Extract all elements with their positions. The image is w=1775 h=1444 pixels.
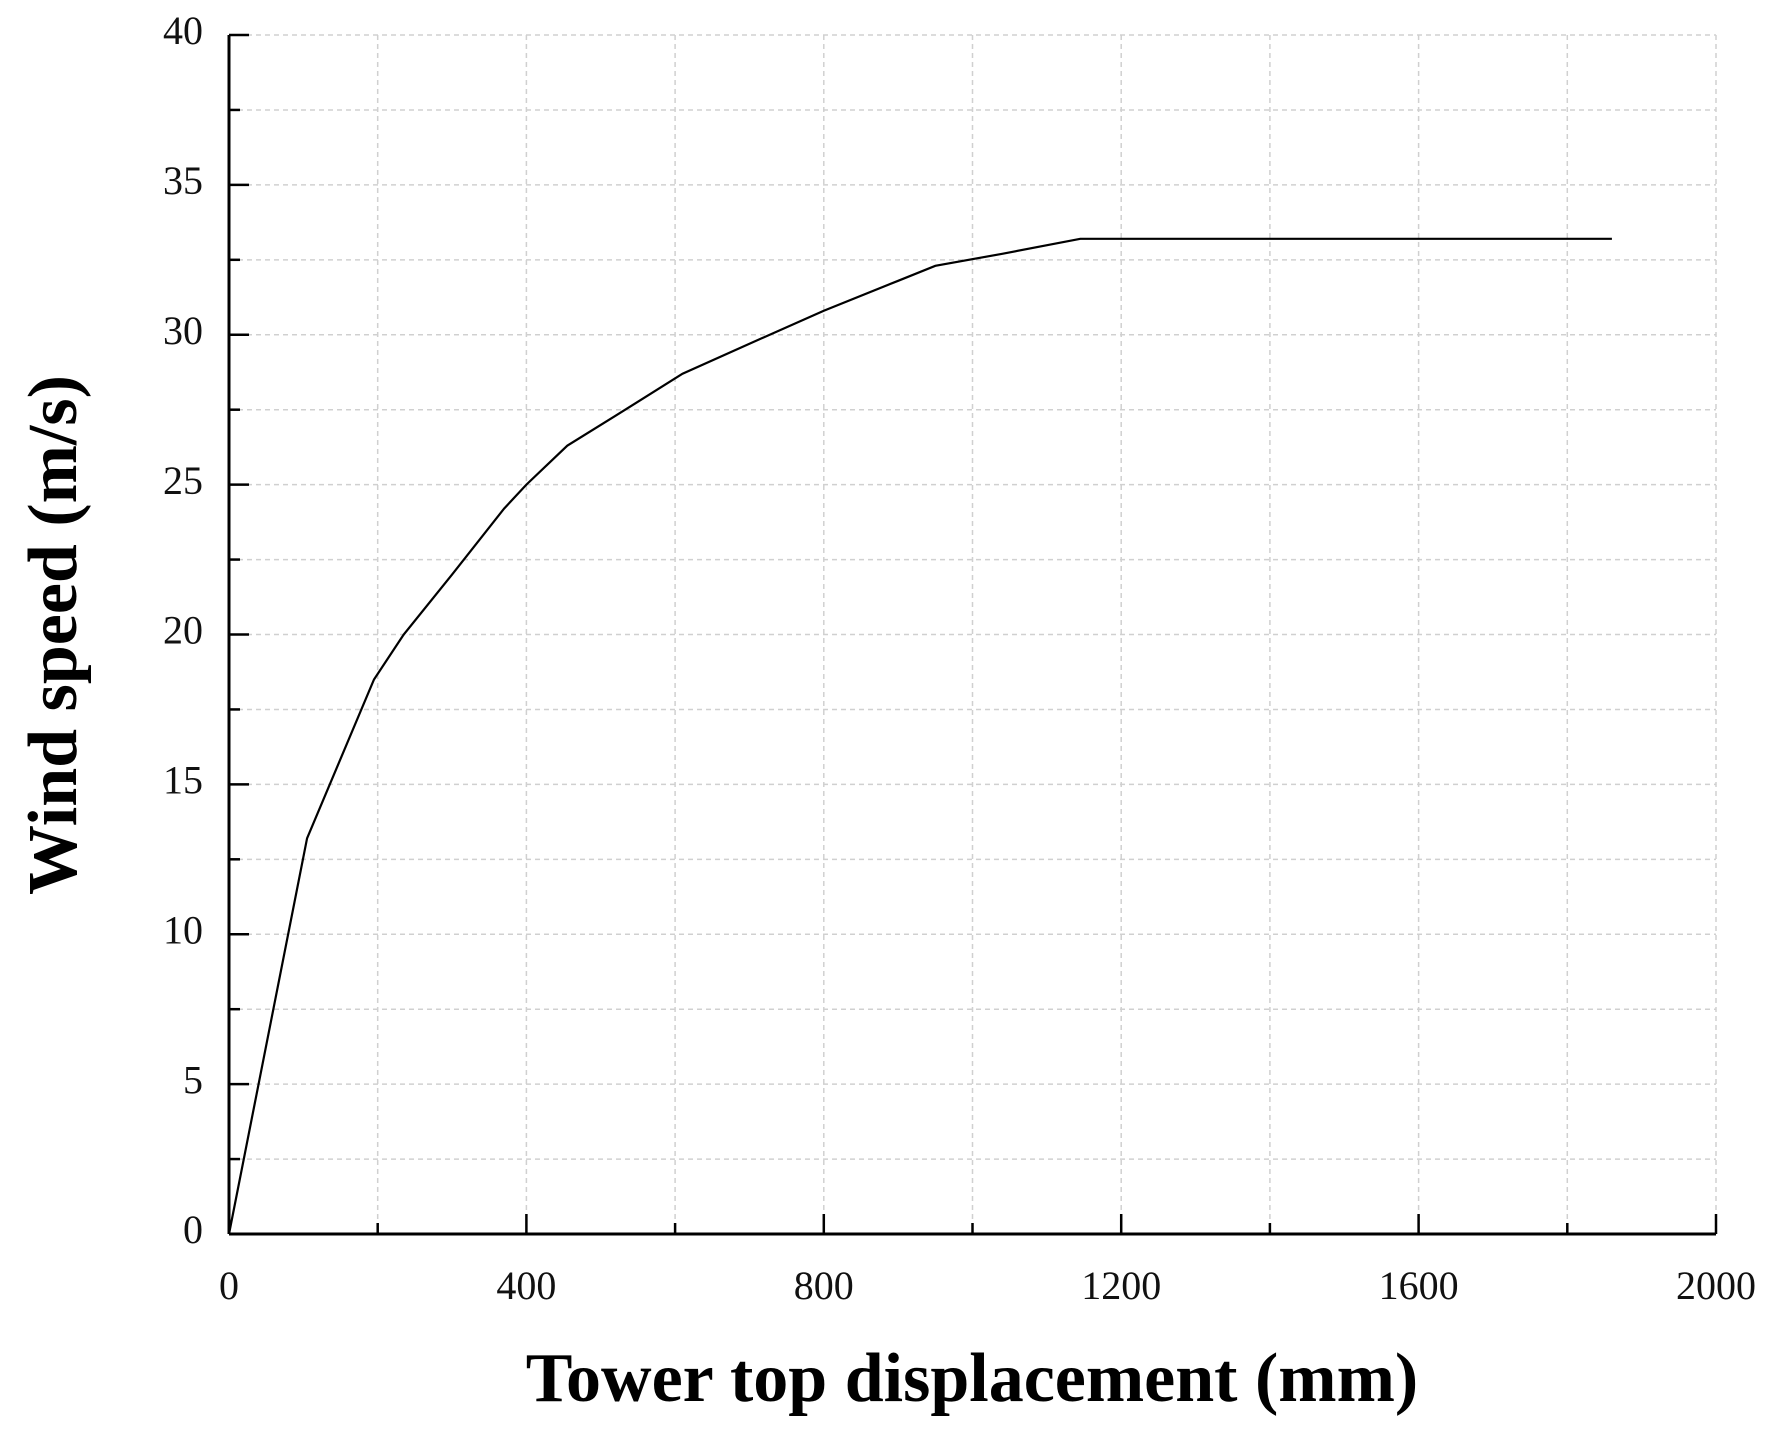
data-line (227, 237, 1612, 1235)
y-tick-label: 30 (163, 308, 203, 353)
y-tick-label: 10 (163, 907, 203, 952)
y-tick-label: 40 (163, 8, 203, 53)
x-tick-label: 1600 (1379, 1263, 1459, 1308)
x-tick-label: 2000 (1676, 1263, 1756, 1308)
y-tick-label: 35 (163, 158, 203, 203)
y-tick-label: 15 (163, 758, 203, 803)
y-tick-label: 5 (183, 1057, 203, 1102)
x-tick-label: 0 (219, 1263, 239, 1308)
x-tick-label: 1200 (1081, 1263, 1161, 1308)
x-tick-label: 400 (496, 1263, 556, 1308)
y-tick-label: 25 (163, 458, 203, 503)
y-axis-title: Wind speed (m/s) (15, 375, 92, 895)
y-tick-label: 0 (183, 1207, 203, 1252)
y-tick-label: 20 (163, 608, 203, 653)
x-axis-title: Tower top displacement (mm) (526, 1340, 1418, 1417)
x-tick-label: 800 (794, 1263, 854, 1308)
